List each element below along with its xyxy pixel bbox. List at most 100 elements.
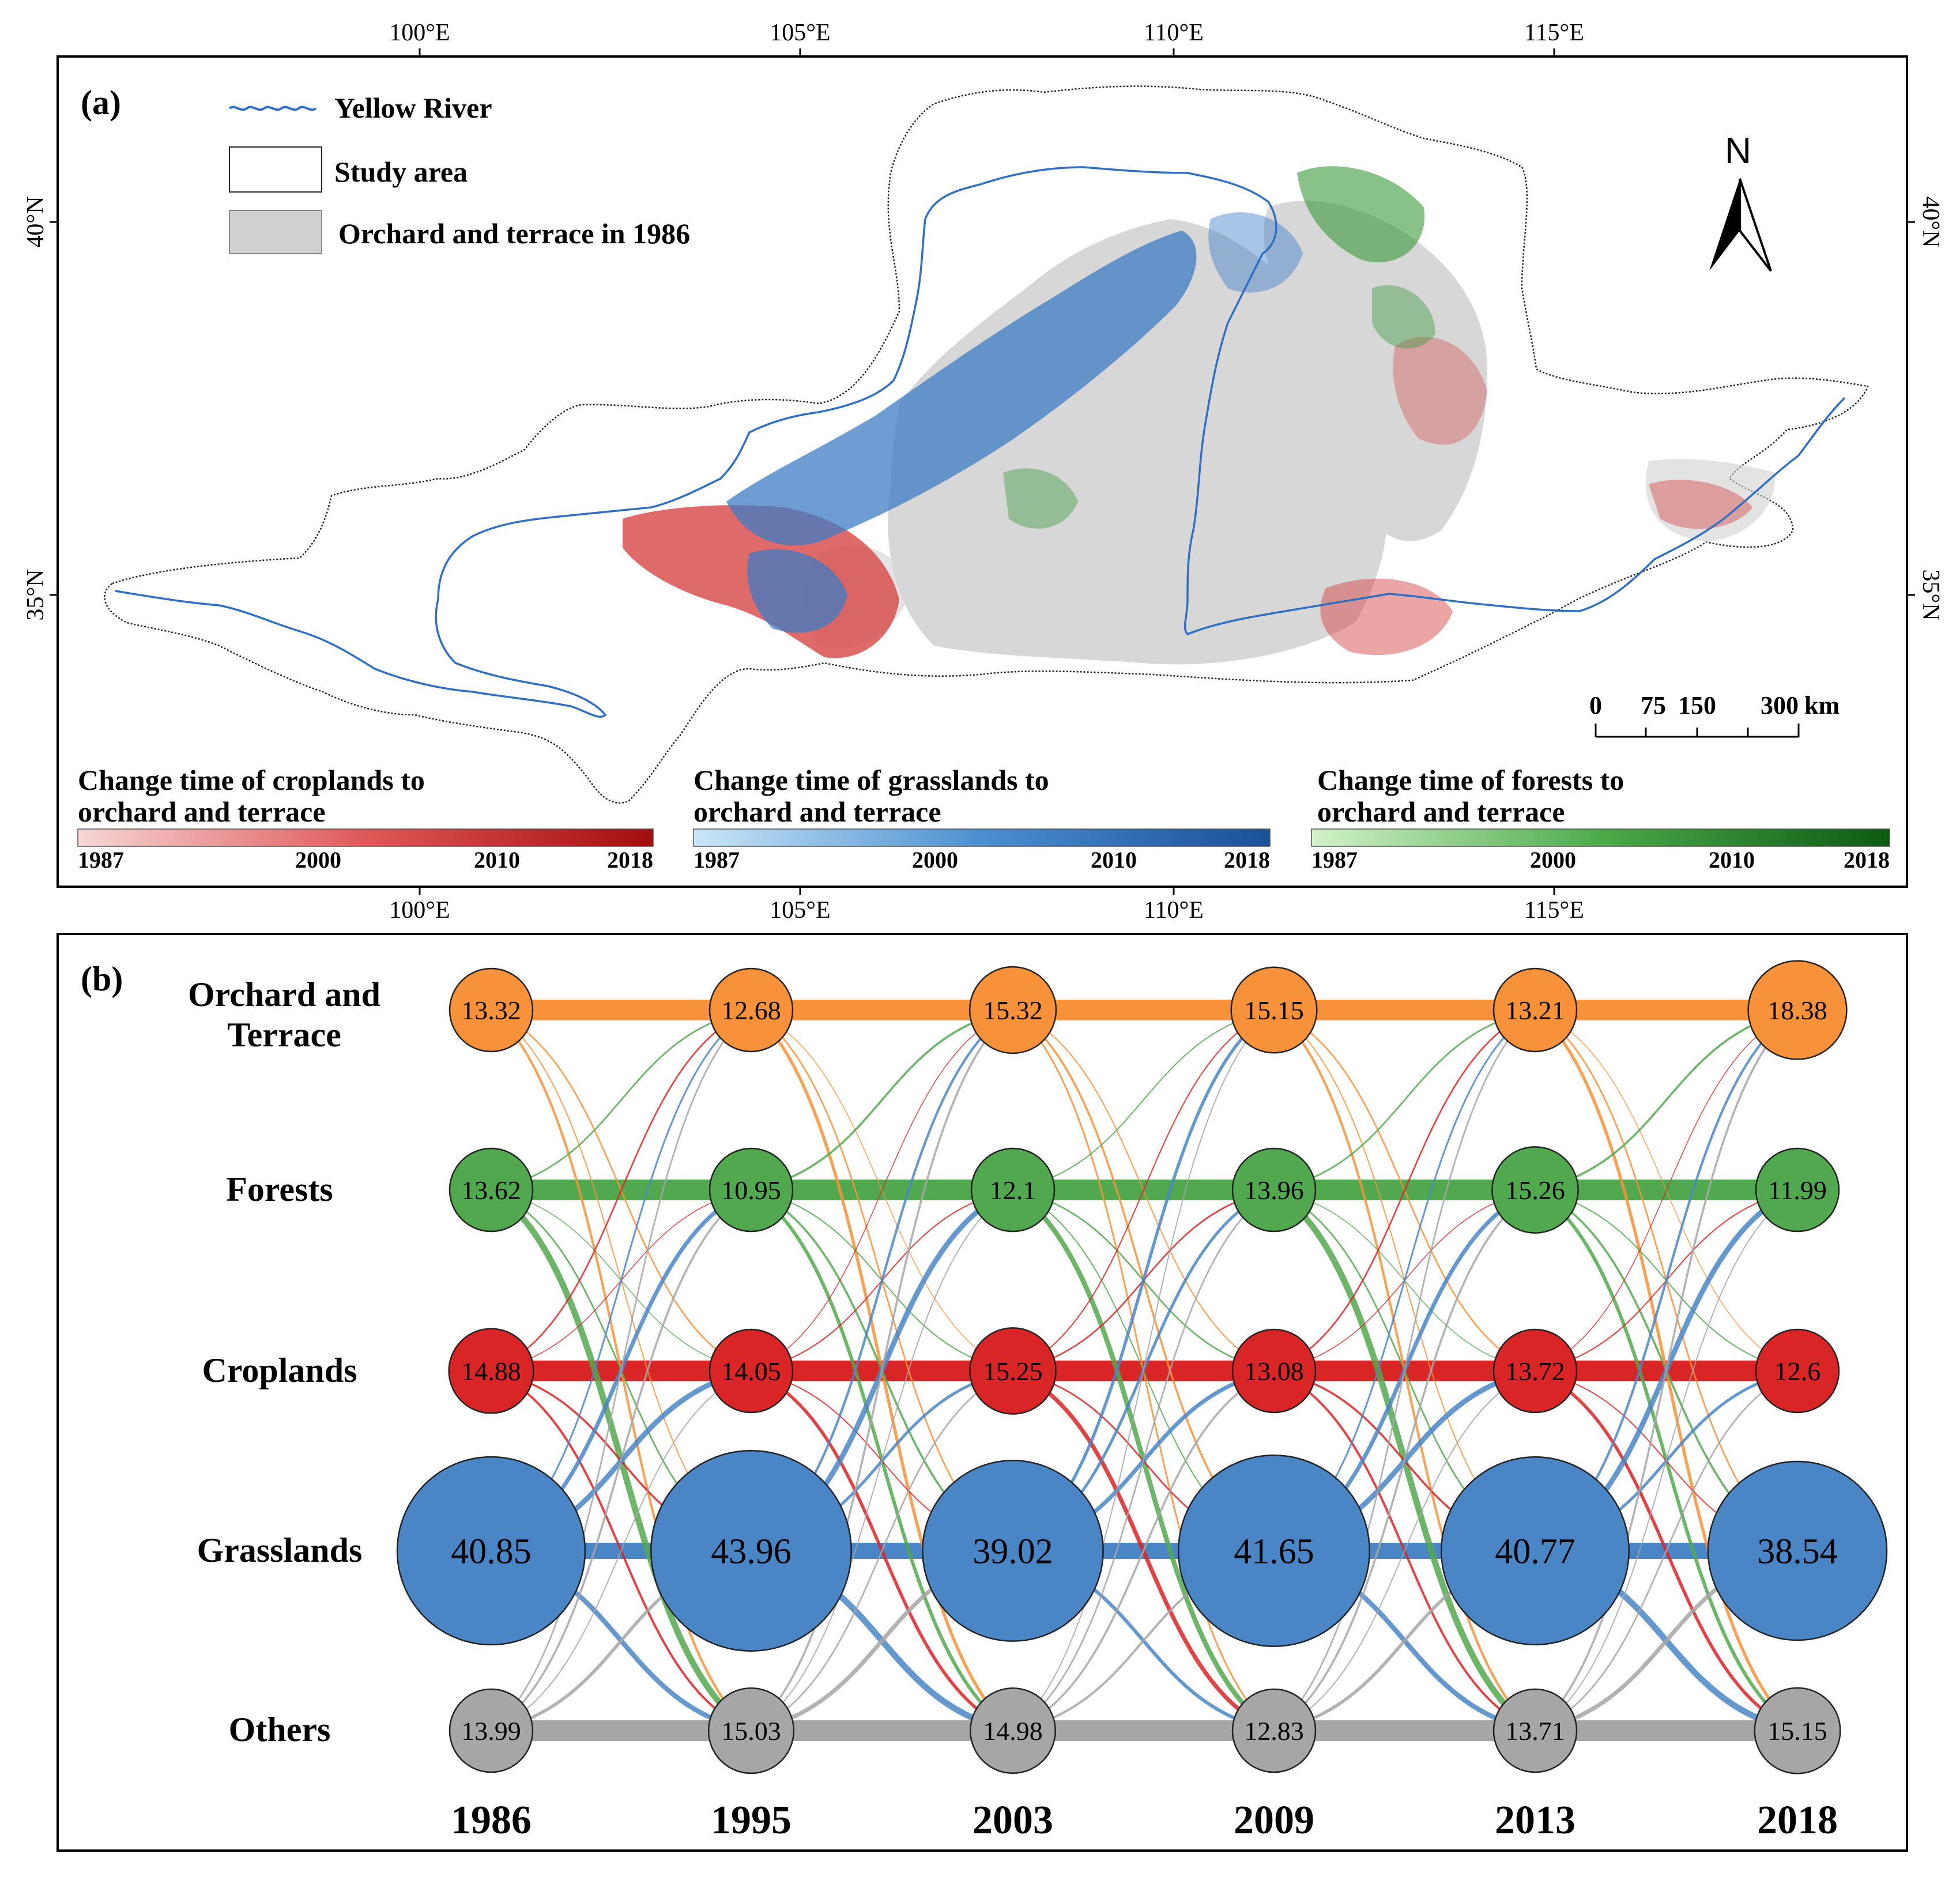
year-label: 1986 bbox=[451, 1798, 532, 1843]
lon-tick-label: 115°E bbox=[1524, 20, 1584, 46]
category-node bbox=[448, 1328, 534, 1414]
node-value-label: 15.25 bbox=[983, 1357, 1043, 1386]
node-value-label: 12.6 bbox=[1774, 1357, 1821, 1386]
year-label: 1995 bbox=[711, 1798, 791, 1843]
node-value-label: 13.96 bbox=[1244, 1176, 1304, 1205]
node-value-label: 15.15 bbox=[1767, 1716, 1827, 1746]
lon-tick-label: 110°E bbox=[1144, 20, 1204, 46]
transition-flow bbox=[491, 1009, 752, 1372]
node-value-label: 14.88 bbox=[461, 1357, 521, 1386]
colorbar-croplands: Change time of croplands to orchard and … bbox=[77, 764, 654, 873]
panel-b-frame bbox=[56, 933, 1908, 1852]
colorbar-title: orchard and terrace bbox=[78, 796, 326, 828]
category-node bbox=[1747, 960, 1848, 1060]
category-node bbox=[1492, 967, 1578, 1053]
node-value-label: 12.83 bbox=[1244, 1716, 1304, 1746]
transition-flow bbox=[1012, 1189, 1275, 1732]
lon-tick-label: 105°E bbox=[770, 897, 830, 924]
transition-flow bbox=[491, 1189, 752, 1732]
node-value-label: 15.15 bbox=[1244, 996, 1304, 1025]
transition-flow bbox=[751, 1189, 1013, 1731]
panel-b-label: (b) bbox=[81, 960, 123, 998]
grassland-change-area bbox=[726, 212, 1303, 633]
lon-tick-label: 100°E bbox=[389, 20, 450, 46]
node-value-label: 14.05 bbox=[721, 1357, 781, 1386]
node-value-label: 13.72 bbox=[1505, 1357, 1565, 1386]
colorbar-forests: Change time of forests to orchard and te… bbox=[1311, 764, 1890, 873]
node-value-label: 40.85 bbox=[451, 1532, 532, 1572]
category-node bbox=[969, 1327, 1057, 1415]
year-label: 2018 bbox=[1757, 1798, 1838, 1843]
colorbar-tick: 2010 bbox=[474, 847, 520, 873]
colorbar-gradient bbox=[77, 828, 654, 847]
transition-flow bbox=[1273, 1189, 1536, 1732]
colorbar-tick: 1987 bbox=[1311, 847, 1358, 873]
category-nodes: 13.32 12.68 15.32 15.15 13.21 18.38 13.62 10.95… bbox=[396, 960, 1888, 1774]
category-node bbox=[970, 1147, 1056, 1233]
colorbar-tick: 2010 bbox=[1091, 847, 1137, 873]
colorbar-tick: 2000 bbox=[912, 847, 958, 873]
lon-tick-label: 110°E bbox=[1144, 897, 1204, 924]
colorbar-tick: 2000 bbox=[1530, 847, 1576, 873]
panel-a-frame bbox=[56, 55, 1908, 888]
category-node bbox=[1230, 966, 1318, 1054]
legend-river-label: Yellow River bbox=[334, 92, 492, 124]
north-label: N bbox=[1725, 130, 1751, 171]
category-node bbox=[396, 1456, 586, 1646]
category-node bbox=[968, 966, 1057, 1054]
lon-ticks-bottom: 100°E 105°E 110°E 115°E bbox=[389, 887, 1584, 924]
row-label-croplands: Croplands bbox=[202, 1351, 357, 1389]
node-value-label: 10.95 bbox=[721, 1176, 781, 1205]
year-label: 2013 bbox=[1495, 1798, 1575, 1843]
forest-change-area bbox=[1003, 166, 1435, 529]
node-value-label: 12.68 bbox=[721, 996, 781, 1025]
transition-flow bbox=[1012, 1009, 1275, 1372]
node-value-label: 11.99 bbox=[1768, 1176, 1827, 1205]
category-node bbox=[1755, 1328, 1840, 1414]
colorbar-grasslands: Change time of grasslands to orchard and… bbox=[693, 764, 1271, 873]
scale-tick: 150 bbox=[1678, 691, 1716, 719]
row-label-others: Others bbox=[229, 1711, 331, 1749]
transition-flow bbox=[491, 1009, 752, 1732]
category-node bbox=[1441, 1456, 1630, 1645]
scale-unit: km bbox=[1804, 691, 1840, 719]
category-node bbox=[1492, 1328, 1578, 1414]
node-value-label: 14.98 bbox=[983, 1716, 1043, 1746]
category-node bbox=[448, 1147, 534, 1233]
scale-tick: 300 bbox=[1761, 691, 1799, 719]
colorbar-tick: 1987 bbox=[693, 847, 740, 873]
north-arrow-left-half bbox=[1709, 179, 1740, 271]
lon-tick-label: 100°E bbox=[389, 897, 450, 924]
scale-tick: 0 bbox=[1589, 691, 1602, 719]
scale-tick: 75 bbox=[1641, 691, 1666, 719]
north-arrow-right-half bbox=[1739, 178, 1772, 272]
transition-flow bbox=[1535, 1009, 1798, 1372]
transition-flow bbox=[491, 1009, 752, 1191]
node-value-label: 13.08 bbox=[1244, 1357, 1304, 1386]
category-node bbox=[1491, 1146, 1579, 1234]
category-node bbox=[448, 1688, 534, 1773]
legend-study-area-label: Study area bbox=[334, 156, 468, 188]
year-labels: 1986 1995 2003 2009 2013 2018 bbox=[451, 1798, 1838, 1843]
lat-tick-label: 40°N bbox=[22, 196, 49, 247]
transition-flow bbox=[751, 1009, 1013, 1191]
colorbar-tick: 2018 bbox=[607, 847, 653, 873]
colorbar-tick: 1987 bbox=[78, 847, 124, 873]
row-label-orchard: Orchard and bbox=[188, 975, 380, 1014]
colorbar-gradient bbox=[693, 828, 1271, 847]
category-node bbox=[1231, 1688, 1317, 1773]
node-value-label: 13.21 bbox=[1505, 996, 1565, 1025]
transition-flow bbox=[1273, 1370, 1536, 1731]
transition-flow bbox=[1535, 1189, 1798, 1731]
lat-ticks: 40°N 35°N 40°N 35°N bbox=[22, 196, 1944, 620]
category-node bbox=[1178, 1455, 1370, 1647]
panel-a: 100°E 105°E 110°E 115°E 100°E 105°E 110°… bbox=[22, 20, 1944, 924]
node-value-label: 43.96 bbox=[711, 1532, 791, 1572]
yellow-river bbox=[115, 166, 1846, 718]
node-value-label: 40.77 bbox=[1495, 1532, 1575, 1572]
transition-flow bbox=[1273, 1009, 1536, 1191]
row-label-forests: Forests bbox=[226, 1170, 333, 1208]
transition-flow bbox=[751, 1370, 1013, 1732]
transition-flow bbox=[750, 1009, 1014, 1732]
